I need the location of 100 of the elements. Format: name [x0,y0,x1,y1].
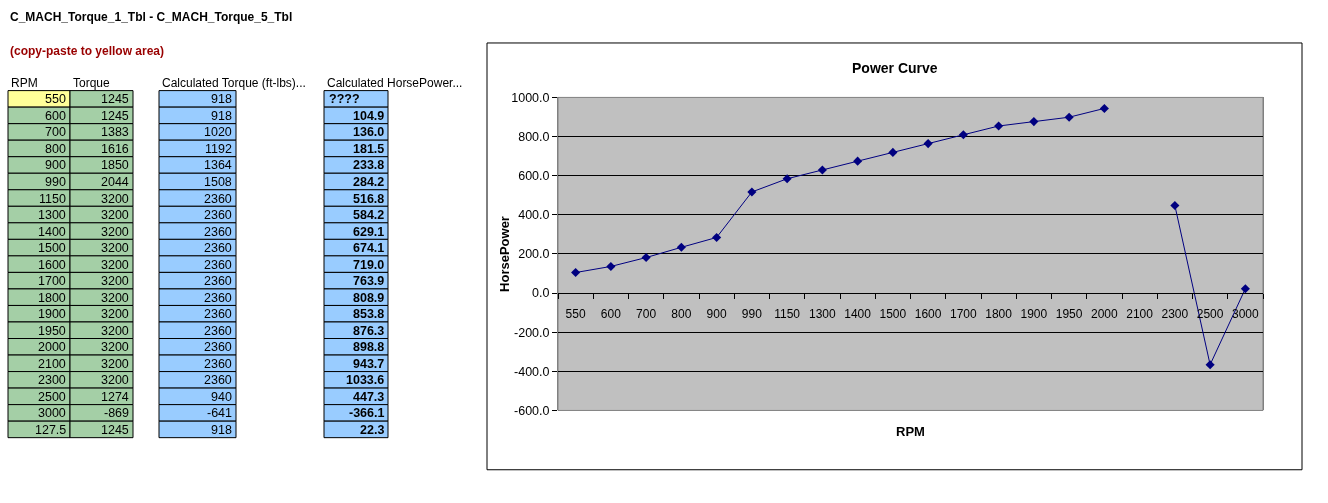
text: 719.0 [353,258,385,272]
point [1205,360,1215,370]
text: 233.8 [353,158,385,172]
x-tick-label: 2100 [1126,307,1154,322]
text: RPM [11,76,38,90]
y-tick-label: 800.0 [518,129,550,144]
text: 1383 [101,125,129,139]
text: 3200 [101,291,129,305]
text: 2360 [204,258,232,272]
text: 1245 [101,92,129,106]
text: 1950 [38,324,66,338]
point [1099,103,1109,113]
x-axis-title: RPM [896,424,925,439]
text: 2000 [38,340,66,354]
point [1029,117,1039,127]
text: 1245 [101,109,129,123]
text: 1033.6 [346,373,385,387]
x-tick-label: 1600 [914,307,942,322]
text: 284.2 [353,175,385,189]
text: 990 [45,175,66,189]
text: 181.5 [353,142,385,156]
point [676,242,686,252]
text: 1192 [205,142,232,156]
x-tick-label: 1500 [879,307,907,322]
text: 853.8 [353,307,385,321]
point [747,187,757,197]
y-tick-label: -600.0 [514,403,550,418]
text: 2360 [204,324,232,338]
text: 943.7 [353,357,385,371]
text: 1850 [101,158,129,172]
x-tick-label: 600 [600,307,622,322]
text: 1150 [39,192,66,206]
chart-title: Power Curve [852,60,938,76]
text: 674.1 [353,241,385,255]
point [641,253,651,263]
text: 808.9 [353,291,385,305]
text: 898.8 [353,340,385,354]
x-tick-label: 1400 [844,307,872,322]
text: Calculated Torque (ft-lbs)... [162,76,306,90]
text: 22.3 [360,423,385,437]
y-tick-label: 1000.0 [511,90,550,105]
text: 104.9 [353,109,385,123]
text: 2300 [38,373,66,387]
text: 700 [45,125,66,139]
x-tick-label: 1900 [1020,307,1048,322]
text: 2044 [101,175,129,189]
point [923,139,933,149]
text: 127.5 [35,423,67,437]
text: 3200 [101,324,129,338]
x-tick-label: 3000 [1232,307,1260,322]
y-tick-label: -400.0 [514,364,550,379]
x-tick-label: 2300 [1161,307,1189,322]
text: 918 [211,109,232,123]
text: 3200 [101,208,129,222]
text: ???? [329,92,360,106]
text: 447.3 [353,390,385,404]
point [853,156,863,166]
text: 876.3 [353,324,385,338]
point [994,121,1004,131]
text: 1400 [38,225,66,239]
text: 3200 [101,192,129,206]
text: 1020 [204,125,232,139]
text: 136.0 [353,125,385,139]
text: 940 [211,390,232,404]
x-tick-label: 1800 [985,307,1013,322]
text: 516.8 [353,192,385,206]
text: 2360 [204,340,232,354]
point [571,267,581,278]
text: 800 [45,142,66,156]
text: 3200 [101,357,129,371]
text: -366.1 [349,406,385,420]
x-tick-label: 990 [741,307,763,322]
point [606,261,616,271]
x-tick-label: 700 [636,307,657,322]
text: 3200 [101,307,129,321]
text: Calculated HorsePower... [327,76,463,90]
y-tick-label: 0.0 [532,286,550,301]
y-tick-label: 200.0 [518,247,550,262]
text: 584.2 [353,208,385,222]
x-tick-label: 800 [671,307,692,322]
text: 918 [211,92,232,106]
text: 1274 [101,390,129,404]
text: 1616 [101,142,129,156]
text: 2360 [204,241,232,255]
text: 2360 [204,357,232,371]
x-tick-label: 900 [706,307,727,322]
text: 2360 [204,208,232,222]
text: 2360 [204,291,232,305]
text: 1600 [38,258,66,272]
text: 2100 [38,357,66,371]
text: -641 [207,406,233,420]
text: -869 [104,406,130,420]
point [1064,112,1074,122]
x-tick-label: 1150 [774,307,801,322]
point [888,147,898,157]
point [712,232,722,243]
x-tick-label: 1950 [1055,307,1083,322]
x-tick-label: 2000 [1091,307,1119,322]
text: 3200 [101,258,129,272]
text: 1245 [101,423,129,437]
